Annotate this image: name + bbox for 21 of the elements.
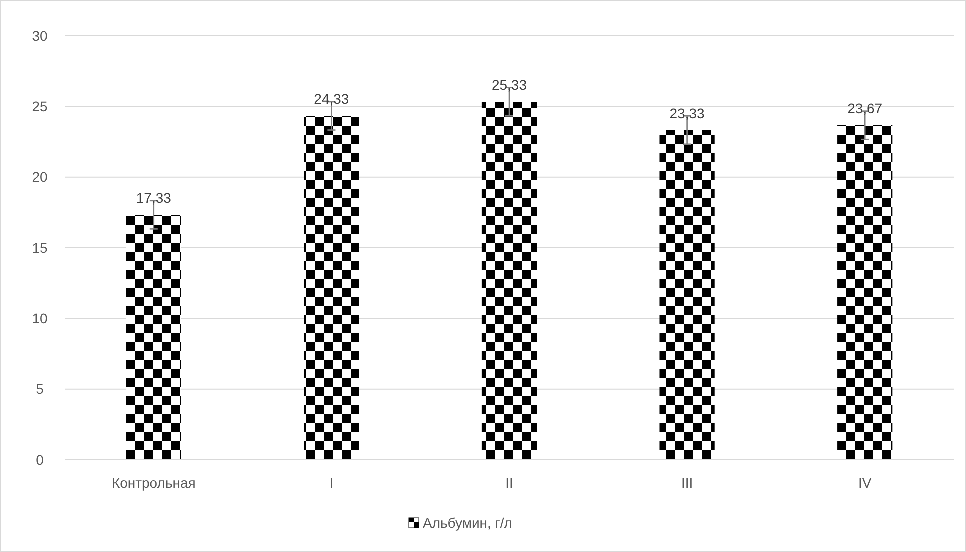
x-tick-label: II xyxy=(506,475,514,491)
data-label: 17,33 xyxy=(136,190,172,206)
bar xyxy=(838,125,893,460)
y-tick-label: 10 xyxy=(32,310,48,327)
data-label: 23,67 xyxy=(848,100,883,116)
y-tick-label: 5 xyxy=(36,381,44,398)
data-label: 23,33 xyxy=(670,105,706,122)
bar xyxy=(304,116,360,460)
y-tick-label: 0 xyxy=(36,452,44,468)
y-tick-label: 15 xyxy=(32,240,48,256)
y-tick-label: 30 xyxy=(32,28,48,44)
x-tick-label: I xyxy=(330,475,334,491)
data-label: 25,33 xyxy=(492,77,528,94)
legend-label: Альбумин, г/л xyxy=(423,515,512,531)
y-tick-label: 25 xyxy=(32,98,48,115)
bar xyxy=(126,215,182,460)
x-tick-label: III xyxy=(681,475,694,491)
y-tick-label: 20 xyxy=(32,169,48,186)
x-tick-label: Контрольная xyxy=(112,475,196,491)
x-tick-label: IV xyxy=(858,475,872,491)
data-label: 24,33 xyxy=(314,91,350,108)
